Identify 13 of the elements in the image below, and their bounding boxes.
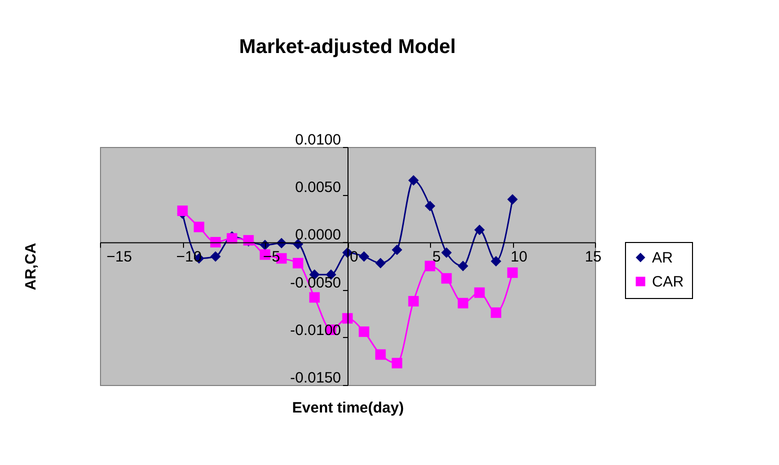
legend-label: AR (652, 250, 674, 266)
x-tick-label: −15 (106, 248, 132, 266)
x-tick-label: 15 (584, 248, 602, 266)
y-tick-label: 0.0000 (295, 226, 341, 244)
y-tick-label: -0.0150 (290, 370, 341, 386)
y-axis-title: AR,CA (22, 242, 40, 290)
y-tick-label: 0.0050 (295, 179, 341, 196)
x-axis-title: Event time(day) (292, 400, 404, 416)
chart-title: Market-adjusted Model (239, 36, 456, 58)
legend-label: CAR (652, 274, 684, 290)
x-tick-label: 10 (510, 248, 528, 266)
x-tick-label: 5 (432, 248, 441, 266)
y-tick-label: 0.0100 (295, 132, 341, 148)
